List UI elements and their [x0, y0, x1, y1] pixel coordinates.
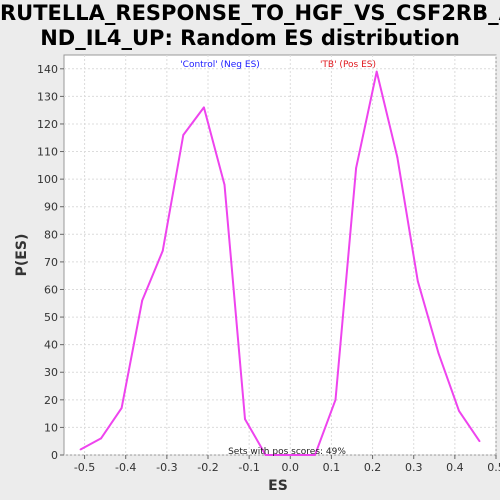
data-point	[244, 418, 246, 421]
data-point	[355, 167, 358, 170]
legend-neg-label: 'Control' (Neg ES)	[180, 60, 260, 70]
y-tick-label: 120	[37, 118, 58, 131]
data-point	[100, 437, 102, 440]
y-tick-label: 130	[37, 90, 58, 103]
data-point	[120, 407, 123, 410]
data-point	[202, 106, 205, 109]
data-point	[437, 352, 440, 354]
data-point	[396, 156, 399, 158]
y-tick-label: 10	[44, 421, 58, 434]
data-point	[416, 280, 419, 283]
data-point	[334, 398, 337, 401]
y-tick-label: 70	[44, 256, 58, 269]
y-axis-label: P(ES)	[14, 234, 30, 277]
y-tick-label: 40	[44, 339, 58, 352]
data-point	[223, 183, 226, 186]
pos-scores-annotation: Sets with pos scores: 49%	[228, 447, 346, 457]
x-tick-label: -0.4	[115, 461, 136, 474]
y-tick-label: 90	[44, 201, 58, 214]
y-tick-label: 0	[51, 449, 58, 462]
x-tick-label: -0.2	[197, 461, 218, 474]
data-point	[141, 299, 144, 302]
x-tick-label: -0.5	[74, 461, 95, 474]
y-tick-label: 20	[44, 394, 58, 407]
y-tick-label: 80	[44, 228, 58, 241]
series-group	[79, 70, 481, 456]
x-tick-label: 0.1	[323, 461, 341, 474]
y-tick-label: 140	[37, 63, 58, 76]
x-axis-ticks: -0.5 -0.4 -0.3 -0.2 -0.1 0.0 0.1 0.2 0.3 0.4 0.5	[74, 455, 500, 474]
data-point	[375, 70, 378, 73]
x-tick-label: 0.3	[405, 461, 423, 474]
x-tick-label: -0.3	[156, 461, 177, 474]
x-tick-label: 0.4	[446, 461, 464, 474]
data-point	[289, 454, 292, 456]
y-tick-label: 60	[44, 283, 58, 296]
es-distribution-line	[80, 70, 481, 456]
data-point	[264, 454, 267, 456]
plot-area	[63, 54, 497, 456]
x-tick-label: 0.0	[282, 461, 300, 474]
x-axis-label: ES	[268, 478, 288, 494]
y-axis-ticks: 0 10 20 30 40 50 60 70 80 90 100 110 120 130 140	[37, 63, 64, 462]
legend-pos-label: 'TB' (Pos ES)	[320, 60, 376, 70]
data-point	[314, 454, 316, 456]
data-point	[79, 448, 82, 451]
x-tick-label: 0.2	[364, 461, 382, 474]
y-tick-label: 50	[44, 311, 58, 324]
x-tick-label: 0.5	[487, 461, 500, 474]
data-point	[458, 409, 460, 412]
y-tick-label: 110	[37, 146, 58, 159]
data-point	[478, 440, 481, 443]
data-point	[161, 249, 164, 252]
y-tick-label: 30	[44, 366, 58, 379]
x-tick-label: -0.1	[238, 461, 259, 474]
chart-title: RUTELLA_RESPONSE_TO_HGF_VS_CSF2RB_A ND_I…	[0, 1, 500, 50]
y-tick-label: 100	[37, 173, 58, 186]
data-point	[182, 134, 185, 136]
